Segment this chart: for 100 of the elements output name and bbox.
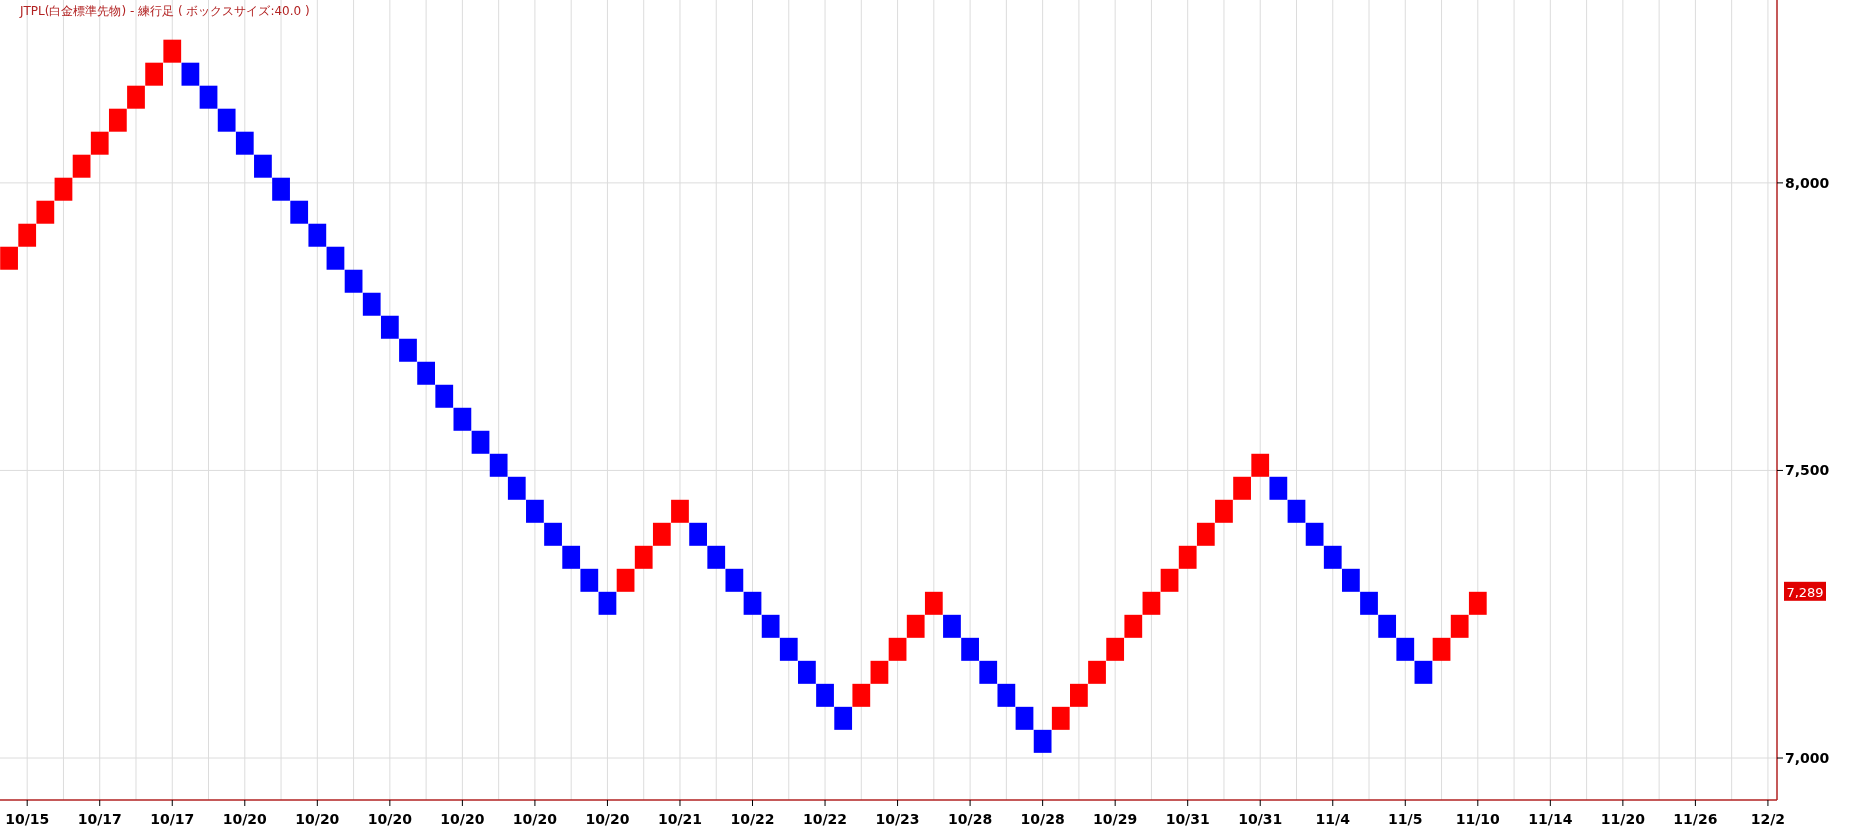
- bar: [888, 637, 907, 661]
- x-tick-label: 10/22: [730, 811, 775, 827]
- bar: [453, 407, 472, 431]
- x-tick-label: 10/31: [1165, 811, 1210, 827]
- x-tick-label: 10/20: [367, 811, 413, 827]
- bar: [308, 223, 327, 247]
- bar: [1178, 545, 1197, 569]
- bar: [217, 108, 236, 132]
- x-tick-label: 11/14: [1528, 811, 1573, 827]
- bar: [943, 614, 961, 638]
- x-tick-label: 10/23: [875, 811, 920, 827]
- bar: [1033, 729, 1052, 753]
- bar: [326, 246, 345, 270]
- x-tick-label: 10/28: [1020, 811, 1065, 827]
- bar: [1196, 522, 1215, 546]
- bar: [852, 683, 871, 707]
- bar: [634, 545, 653, 569]
- bar: [1269, 476, 1288, 500]
- x-tick-label: 10/17: [77, 811, 122, 827]
- bar: [616, 568, 635, 592]
- x-tick-label: 10/20: [440, 811, 485, 827]
- bar: [272, 177, 290, 201]
- bar: [1070, 683, 1088, 707]
- x-tick-label: 11/20: [1600, 811, 1646, 827]
- bar: [1251, 453, 1270, 477]
- bar: [435, 384, 454, 408]
- bar: [90, 131, 109, 155]
- bar: [580, 568, 599, 592]
- bar: [671, 499, 689, 523]
- bar: [598, 591, 617, 615]
- bar: [652, 522, 671, 546]
- bar: [1378, 614, 1397, 638]
- bar: [163, 39, 182, 63]
- bar: [254, 154, 272, 178]
- bar: [562, 545, 581, 569]
- bar: [127, 85, 145, 109]
- bar: [924, 591, 943, 615]
- bar: [380, 315, 399, 339]
- bar: [779, 637, 798, 661]
- bar: [54, 177, 73, 201]
- bar: [1287, 499, 1306, 523]
- x-tick-label: 11/4: [1315, 811, 1351, 827]
- bar: [489, 453, 508, 477]
- bar: [399, 338, 417, 362]
- x-tick-label: 10/20: [295, 811, 340, 827]
- bar: [471, 430, 490, 454]
- x-tick-label: 10/22: [803, 811, 848, 827]
- x-tick-label: 11/26: [1673, 811, 1718, 827]
- bar: [1468, 591, 1487, 615]
- bar: [1233, 476, 1251, 500]
- bar: [108, 108, 127, 132]
- bar: [507, 476, 526, 500]
- bar: [761, 614, 780, 638]
- bar: [798, 660, 816, 684]
- bar: [235, 131, 254, 155]
- bar: [199, 85, 218, 109]
- bar: [526, 499, 544, 523]
- x-tick-label: 10/20: [585, 811, 630, 827]
- bar: [1360, 591, 1378, 615]
- x-tick-label: 10/28: [948, 811, 993, 827]
- bar: [290, 200, 309, 224]
- bar: [1215, 499, 1233, 523]
- bar: [362, 292, 381, 316]
- bar: [743, 591, 762, 615]
- bar: [1450, 614, 1469, 638]
- x-tick-label: 10/20: [512, 811, 558, 827]
- bar: [1432, 637, 1451, 661]
- bar: [1414, 660, 1433, 684]
- x-tick-label: 11/10: [1455, 811, 1501, 827]
- bar: [961, 637, 979, 661]
- bar: [906, 614, 925, 638]
- x-tick-label: 10/15: [5, 811, 50, 827]
- bar: [689, 522, 707, 546]
- x-tick-label: 12/2: [1750, 811, 1786, 827]
- bar: [870, 660, 889, 684]
- bar: [1342, 568, 1360, 592]
- bar: [544, 522, 562, 546]
- x-tick-label: 10/20: [222, 811, 268, 827]
- bar: [1396, 637, 1415, 661]
- x-tick-label: 10/17: [150, 811, 195, 827]
- bar: [1015, 706, 1034, 730]
- bar: [834, 706, 853, 730]
- text: 7,289: [1786, 584, 1824, 600]
- bar: [344, 269, 363, 293]
- bar: [18, 223, 37, 247]
- bar: [1124, 614, 1143, 638]
- x-tick-label: 11/5: [1388, 811, 1423, 827]
- bar: [1323, 545, 1342, 569]
- bar: [707, 545, 726, 569]
- bar: [1088, 660, 1106, 684]
- bar: [145, 62, 164, 86]
- chart-title: JTPL(白金標準先物) - 練行足 ( ボックスサイズ:40.0 ): [19, 4, 310, 18]
- bar: [417, 361, 435, 385]
- bar: [1305, 522, 1324, 546]
- bar: [816, 683, 834, 707]
- y-tick-label: 7,500: [1785, 462, 1830, 479]
- bar: [0, 246, 18, 270]
- bar: [997, 683, 1016, 707]
- bar: [181, 62, 200, 86]
- bar: [36, 200, 55, 224]
